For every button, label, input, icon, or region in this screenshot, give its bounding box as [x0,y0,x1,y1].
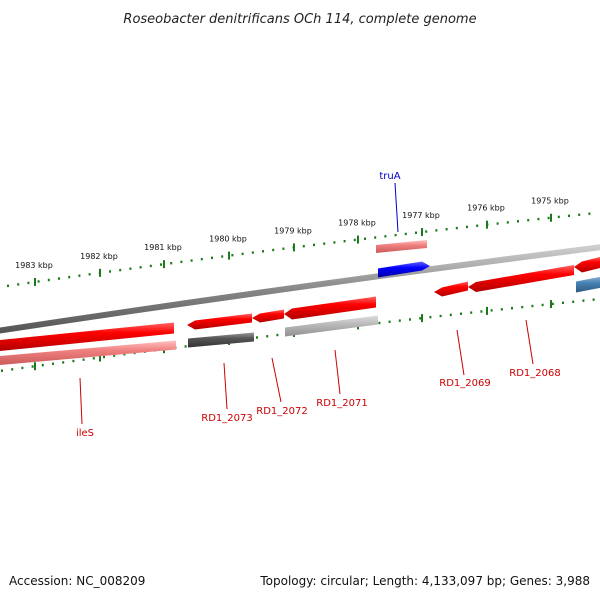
gene-arrow[interactable] [188,332,254,348]
gene-leader-lines [79,182,534,425]
kbp-tick-label: 1975 kbp [531,197,569,206]
kbp-tick-label: 1982 kbp [80,252,118,261]
kbp-tick-label: 1979 kbp [274,226,312,235]
kbp-tick-label: 1980 kbp [209,235,247,244]
gene-label-RD1_2071[interactable]: RD1_2071 [316,398,367,409]
leader-line [334,349,341,395]
kbp-labels: 1983 kbp 1982 kbp 1981 kbp 1980 kbp 1979 kbp… [15,197,569,270]
gene-arrow[interactable] [574,257,600,273]
kbp-tick-label: 1983 kbp [15,261,53,270]
gene-label-truA[interactable]: truA [379,171,400,182]
gene-arrow[interactable] [284,296,376,320]
genome-backbone [0,244,600,334]
gene-arrow[interactable] [576,276,600,293]
genome-summary-text: Topology: circular; Length: 4,133,097 bp… [260,574,590,588]
leader-line [525,319,534,365]
kbp-tick-label: 1978 kbp [338,219,376,228]
accession-text: Accession: NC_008209 [9,574,146,588]
gene-arrow[interactable] [252,309,284,323]
leader-line [394,182,399,233]
kbp-tick-label: 1981 kbp [144,243,182,252]
leader-line [271,357,282,403]
gene-arrow[interactable] [0,340,176,366]
leader-line [79,377,83,425]
outer-tick-ruler [7,212,591,288]
gene-label-ileS[interactable]: ileS [76,428,94,439]
gene-arrow[interactable] [187,313,252,330]
gene-arrow[interactable] [468,265,574,292]
gene-label-RD1_2073[interactable]: RD1_2073 [201,413,252,424]
map-title: Roseobacter denitrificans OCh 114, compl… [123,12,476,27]
kbp-tick-label: 1976 kbp [467,204,505,213]
gene-arrow[interactable] [0,322,174,352]
leader-line [456,329,465,376]
gene-label-RD1_2068[interactable]: RD1_2068 [509,368,560,379]
gene-arrows [0,240,600,366]
gene-labels: truA RD1_2068 RD1_2069 RD1_2071 RD1_2072… [76,171,561,439]
gene-arrow[interactable] [434,281,468,297]
leader-line [223,362,228,410]
gene-label-RD1_2069[interactable]: RD1_2069 [439,378,490,389]
gene-arrow[interactable] [376,240,427,253]
gene-arrow[interactable] [378,261,430,278]
gene-arrow[interactable] [285,315,378,337]
kbp-tick-label: 1977 kbp [402,211,440,220]
gene-label-RD1_2072[interactable]: RD1_2072 [256,406,307,417]
